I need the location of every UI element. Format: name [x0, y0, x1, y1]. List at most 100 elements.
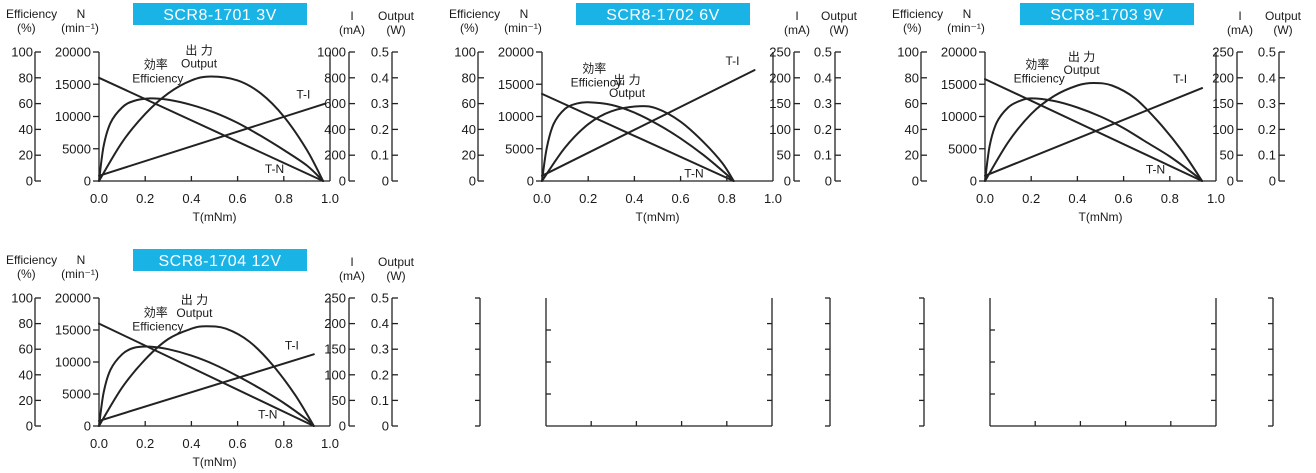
- series-efficiency: [984, 97, 1204, 182]
- efficiency-axis-unit: (%): [903, 21, 922, 35]
- efficiency-tick-label: 80: [19, 70, 33, 85]
- efficiency-tick-label: 100: [11, 291, 33, 306]
- current-tick-label: 200: [324, 316, 346, 331]
- efficiency-tick-label: 0: [26, 419, 33, 434]
- efficiency-axis-unit: (%): [460, 21, 479, 35]
- speed-tick-label: 20000: [55, 291, 91, 306]
- current-tick-label: 50: [777, 148, 791, 163]
- x-tick-label: 0.2: [136, 436, 154, 451]
- output-tick-label: 0.4: [371, 316, 389, 331]
- speed-tick-label: 20000: [941, 45, 977, 60]
- series-t-i: [98, 353, 315, 422]
- series-t-i: [98, 102, 327, 177]
- x-tick-label: 0.2: [136, 191, 154, 206]
- t-i-annotation: T-I: [296, 88, 310, 102]
- efficiency-tick-label: 60: [462, 96, 476, 111]
- output-tick-label: 0.2: [371, 122, 389, 137]
- chart-title-bg: [576, 3, 750, 25]
- current-tick-label: 50: [1220, 148, 1234, 163]
- series-output: [541, 105, 735, 182]
- speed-tick-label: 20000: [55, 45, 91, 60]
- chart-3: SCR8-1703 9VEfficiency(%)N(min⁻¹)I(mA)Ou…: [892, 3, 1302, 224]
- t-i-annotation: T-I: [1173, 72, 1187, 86]
- efficiency-tick-label: 80: [462, 70, 476, 85]
- x-axis-title: T(mNm): [1079, 210, 1123, 224]
- output-tick-label: 0: [1269, 174, 1276, 189]
- efficiency-tick-label: 60: [905, 96, 919, 111]
- t-n-annotation: T-N: [684, 166, 703, 180]
- efficiency-axis-unit: (%): [17, 267, 36, 281]
- output-jp-annotation: 出 力: [1068, 50, 1095, 64]
- current-tick-label: 250: [324, 291, 346, 306]
- output-tick-label: 0.2: [814, 122, 832, 137]
- series-efficiency: [98, 345, 315, 427]
- output-tick-label: 0.2: [1258, 122, 1276, 137]
- efficiency-en-annotation: Efficiency: [132, 320, 183, 334]
- current-tick-label: 150: [324, 342, 346, 357]
- speed-tick-label: 5000: [62, 141, 91, 156]
- output-tick-label: 0.5: [814, 45, 832, 60]
- current-tick-label: 150: [1212, 96, 1234, 111]
- chart-title: SCR8-1704 12V: [158, 253, 281, 270]
- t-i-annotation: T-I: [285, 338, 299, 352]
- output-tick-label: 0.4: [371, 70, 389, 85]
- efficiency-tick-label: 100: [11, 45, 33, 60]
- efficiency-tick-label: 20: [19, 393, 33, 408]
- series-output: [984, 82, 1204, 182]
- current-tick-label: 1000: [317, 45, 346, 60]
- x-tick-label: 0.6: [229, 436, 247, 451]
- efficiency-en-annotation: Efficiency: [132, 71, 183, 85]
- speed-tick-label: 0: [84, 174, 91, 189]
- output-tick-label: 0.5: [371, 291, 389, 306]
- output-axis-label: Output: [378, 9, 415, 23]
- output-axis-unit: (W): [386, 269, 405, 283]
- output-jp-annotation: 出 力: [613, 73, 640, 87]
- efficiency-axis-unit: (%): [17, 21, 36, 35]
- speed-axis-label: N: [77, 7, 86, 21]
- x-tick-label: 1.0: [321, 436, 339, 451]
- output-axis-label: Output: [1265, 9, 1302, 23]
- blank-chart-frame-1: [475, 297, 831, 427]
- x-tick-label: 0.8: [718, 191, 736, 206]
- speed-axis-unit: (min⁻¹): [504, 21, 542, 35]
- efficiency-tick-label: 20: [462, 148, 476, 163]
- current-tick-label: 50: [332, 393, 346, 408]
- efficiency-tick-label: 60: [19, 342, 33, 357]
- speed-axis-unit: (min⁻¹): [61, 21, 99, 35]
- x-tick-label: 0.4: [182, 436, 200, 451]
- series-t-i: [984, 87, 1204, 177]
- output-axis-label: Output: [378, 255, 415, 269]
- x-tick-label: 0.0: [90, 191, 108, 206]
- output-jp-annotation: 出 力: [185, 44, 212, 58]
- efficiency-tick-label: 80: [905, 70, 919, 85]
- series-output: [98, 75, 325, 182]
- efficiency-axis-label: Efficiency: [449, 7, 500, 21]
- output-tick-label: 0: [382, 419, 389, 434]
- output-tick-label: 0.3: [814, 96, 832, 111]
- output-tick-label: 0.4: [1258, 70, 1276, 85]
- output-axis-unit: (W): [1273, 23, 1292, 37]
- x-axis-title: T(mNm): [193, 210, 237, 224]
- speed-tick-label: 15000: [55, 77, 91, 92]
- chart-title-bg: [133, 3, 307, 25]
- x-tick-label: 1.0: [764, 191, 782, 206]
- series-efficiency: [541, 101, 735, 182]
- speed-axis-label: N: [520, 7, 529, 21]
- efficiency-tick-label: 20: [19, 148, 33, 163]
- chart-title: SCR8-1702 6V: [606, 7, 720, 24]
- output-tick-label: 0.1: [371, 393, 389, 408]
- x-tick-label: 0.4: [1068, 191, 1086, 206]
- chart-title-bg: [1020, 3, 1194, 25]
- current-tick-label: 0: [339, 174, 346, 189]
- t-n-annotation: T-N: [258, 407, 277, 421]
- output-en-annotation: Output: [181, 57, 218, 71]
- output-tick-label: 0.3: [371, 96, 389, 111]
- current-tick-label: 150: [769, 96, 791, 111]
- current-tick-label: 800: [324, 70, 346, 85]
- efficiency-tick-label: 40: [462, 122, 476, 137]
- series-t-n: [98, 322, 315, 427]
- x-tick-label: 0.4: [625, 191, 643, 206]
- x-tick-label: 0.0: [90, 436, 108, 451]
- current-tick-label: 200: [769, 70, 791, 85]
- efficiency-jp-annotation: 効率: [144, 305, 168, 320]
